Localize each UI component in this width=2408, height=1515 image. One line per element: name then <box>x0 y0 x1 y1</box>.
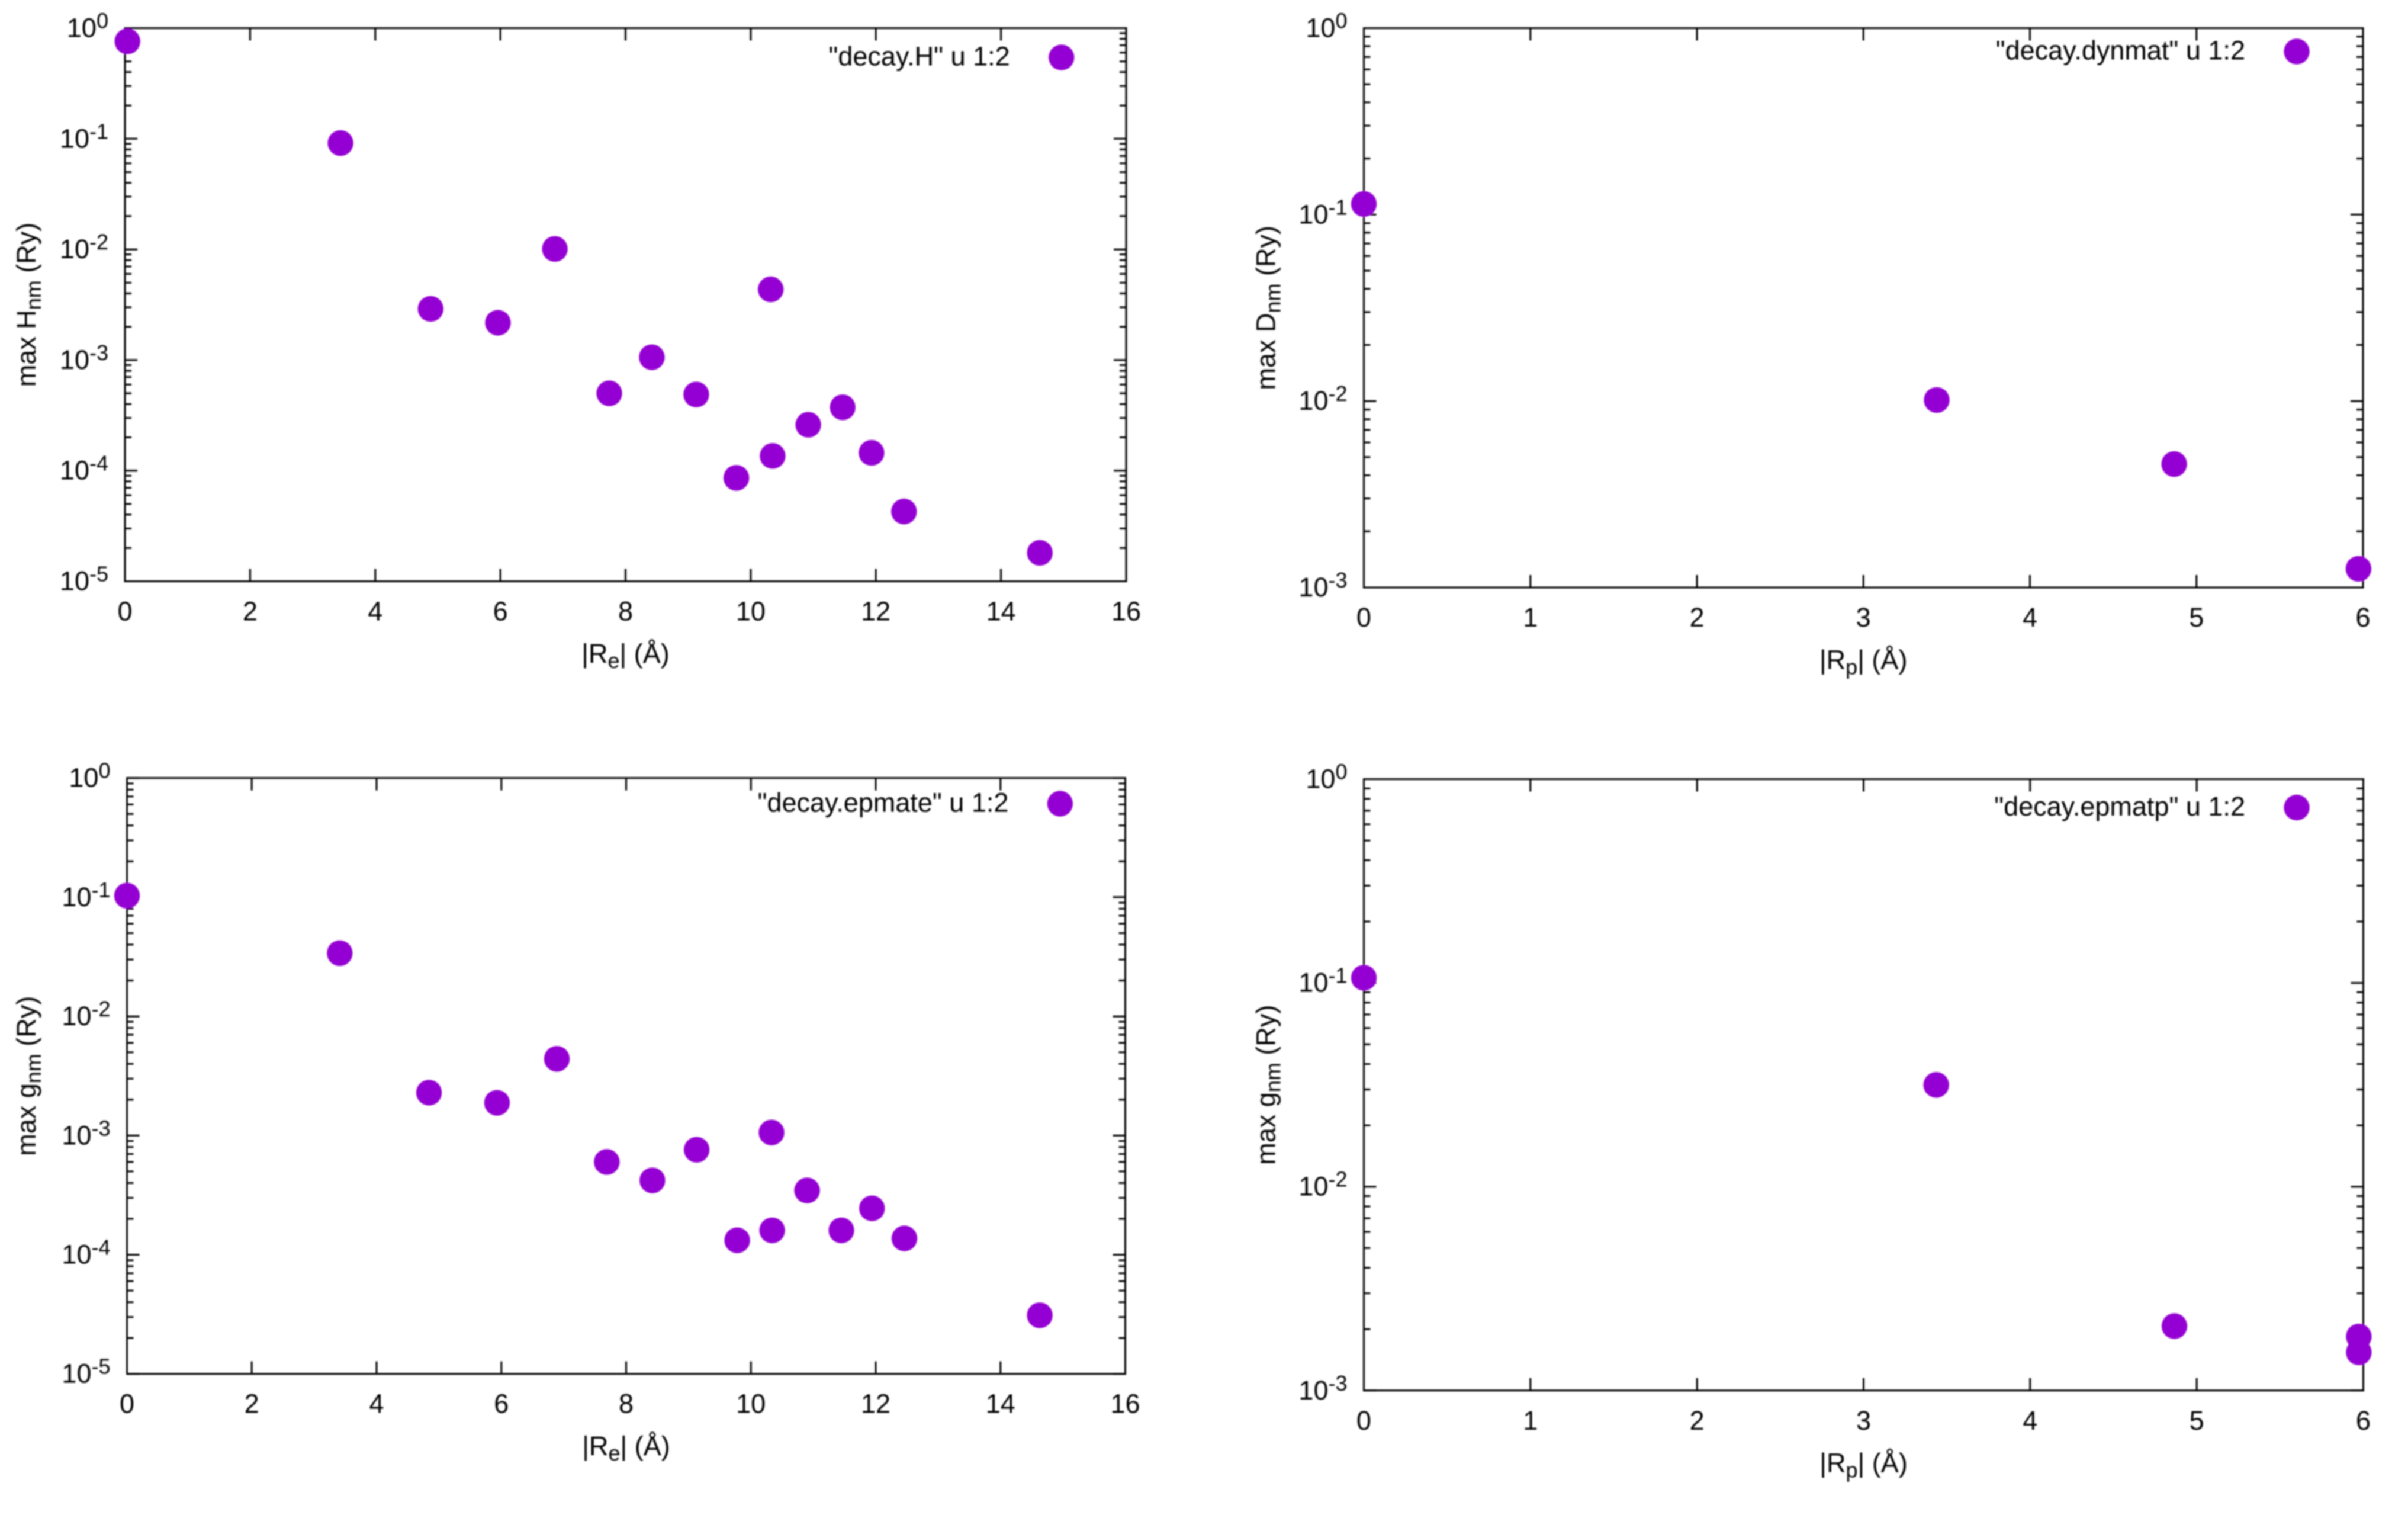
svg-text:0: 0 <box>1356 602 1371 633</box>
svg-text:"decay.epmate" u 1:2: "decay.epmate" u 1:2 <box>758 788 1009 818</box>
svg-text:4: 4 <box>368 596 382 627</box>
svg-text:0: 0 <box>120 1389 134 1419</box>
svg-text:2: 2 <box>1689 602 1704 633</box>
svg-text:8: 8 <box>618 596 633 627</box>
svg-text:3: 3 <box>1856 602 1871 633</box>
svg-text:|Re| (Å): |Re| (Å) <box>581 638 669 673</box>
svg-text:0: 0 <box>117 596 132 627</box>
svg-text:14: 14 <box>986 596 1016 627</box>
svg-text:16: 16 <box>1111 596 1141 627</box>
svg-text:10-3: 10-3 <box>60 341 108 375</box>
svg-text:2: 2 <box>243 596 258 627</box>
svg-text:1: 1 <box>1523 602 1538 633</box>
svg-text:"decay.H" u 1:2: "decay.H" u 1:2 <box>828 41 1010 72</box>
svg-text:10: 10 <box>736 596 766 627</box>
svg-text:3: 3 <box>1856 1405 1871 1436</box>
svg-text:14: 14 <box>986 1389 1015 1419</box>
svg-text:0: 0 <box>1356 1405 1371 1436</box>
svg-text:1: 1 <box>1523 1405 1538 1436</box>
svg-text:4: 4 <box>2023 602 2037 633</box>
svg-text:10: 10 <box>736 1389 766 1419</box>
svg-text:4: 4 <box>2023 1405 2037 1436</box>
svg-text:|Rp| (Å): |Rp| (Å) <box>1819 1447 1907 1482</box>
svg-text:|Rp| (Å): |Rp| (Å) <box>1819 645 1907 679</box>
svg-text:"decay.dynmat" u 1:2: "decay.dynmat" u 1:2 <box>1996 36 2245 66</box>
svg-text:"decay.epmatp" u 1:2: "decay.epmatp" u 1:2 <box>1994 791 2245 821</box>
svg-text:6: 6 <box>2356 1405 2371 1436</box>
svg-text:12: 12 <box>861 596 890 627</box>
svg-text:max gnm (Ry): max gnm (Ry) <box>1251 1005 1285 1165</box>
svg-text:|Re| (Å): |Re| (Å) <box>582 1431 670 1465</box>
svg-text:max Dnm (Ry): max Dnm (Ry) <box>1251 226 1285 390</box>
svg-text:100: 100 <box>1306 760 1347 794</box>
svg-text:2: 2 <box>245 1389 259 1419</box>
svg-text:12: 12 <box>861 1389 890 1419</box>
svg-text:6: 6 <box>2355 602 2370 633</box>
svg-text:8: 8 <box>619 1389 634 1419</box>
svg-text:5: 5 <box>2189 602 2204 633</box>
svg-text:10-3: 10-3 <box>1298 568 1347 602</box>
svg-text:4: 4 <box>369 1389 384 1419</box>
svg-text:16: 16 <box>1110 1389 1140 1419</box>
svg-text:6: 6 <box>494 1389 509 1419</box>
svg-text:5: 5 <box>2190 1405 2204 1436</box>
svg-text:6: 6 <box>493 596 508 627</box>
svg-text:2: 2 <box>1690 1405 1705 1436</box>
